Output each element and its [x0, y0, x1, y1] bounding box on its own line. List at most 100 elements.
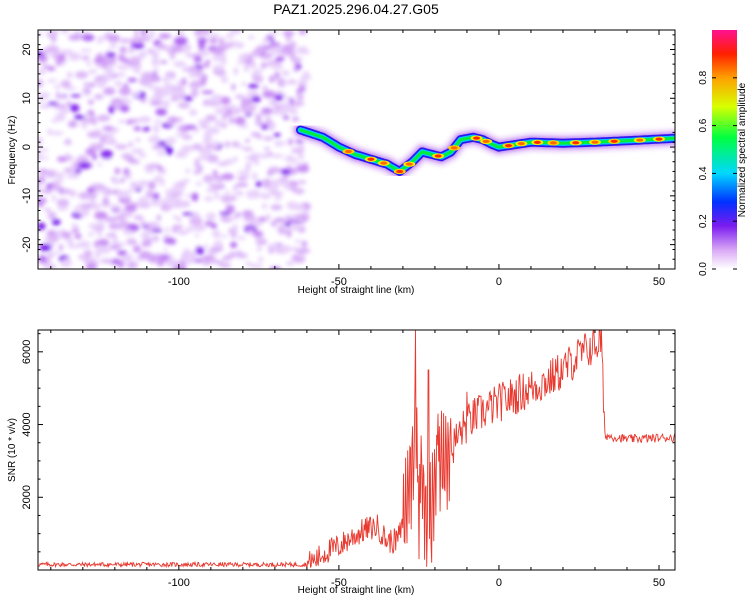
ridge-red-spot: [517, 142, 525, 146]
noise-blob: [230, 241, 238, 248]
x-tick-label: -50: [331, 276, 347, 288]
noise-blob: [81, 203, 93, 210]
noise-blob: [245, 261, 252, 266]
snr-x-label: Height of straight line (km): [298, 585, 415, 596]
noise-blob: [157, 165, 163, 171]
noise-blob: [190, 88, 199, 98]
ridge-red-spot: [636, 138, 644, 142]
noise-blob: [282, 30, 295, 37]
ridge-red-spot: [655, 137, 663, 141]
noise-blob: [221, 42, 234, 49]
noise-blob: [199, 31, 204, 39]
noise-blob: [39, 243, 52, 252]
x-tick-label: -100: [168, 577, 190, 589]
noise-blob: [77, 161, 92, 170]
noise-blob: [288, 138, 294, 146]
noise-blob: [38, 197, 47, 204]
noise-blob: [141, 239, 148, 248]
noise-blob: [133, 244, 140, 248]
noise-blob: [195, 181, 202, 186]
noise-blob: [183, 95, 193, 102]
noise-blob: [151, 144, 165, 150]
noise-blob: [289, 51, 296, 60]
noise-blob: [181, 44, 192, 52]
noise-blob: [168, 199, 181, 209]
noise-blob: [183, 248, 191, 254]
noise-blob: [149, 75, 162, 83]
noise-blob: [70, 167, 76, 175]
noise-blob: [94, 211, 108, 220]
noise-blob: [169, 50, 175, 60]
noise-blob: [255, 118, 263, 127]
noise-blob: [114, 80, 123, 87]
noise-blob: [225, 190, 230, 195]
ridge-red-spot: [591, 140, 599, 144]
noise-blob: [281, 70, 290, 76]
noise-blob: [284, 214, 296, 219]
noise-blob: [262, 85, 268, 91]
noise-blob: [237, 236, 246, 240]
noise-blob: [40, 96, 45, 103]
noise-blob: [114, 167, 121, 175]
noise-blob: [44, 208, 52, 213]
noise-blob: [291, 148, 304, 154]
noise-blob: [131, 91, 141, 97]
x-tick-label: -100: [168, 276, 190, 288]
noise-blob: [182, 255, 194, 264]
noise-blob: [165, 193, 172, 201]
noise-blob: [270, 46, 276, 55]
ridge-red-spot: [344, 149, 352, 154]
noise-blob: [78, 191, 92, 200]
noise-blob: [48, 251, 61, 255]
noise-blob: [259, 153, 268, 159]
noise-blob: [247, 35, 255, 40]
ridge-red-spot: [434, 154, 442, 158]
noise-blob: [198, 155, 210, 161]
noise-blob: [255, 181, 262, 188]
noise-blob: [243, 63, 250, 73]
noise-blob: [234, 116, 246, 125]
x-tick-label: 50: [653, 577, 665, 589]
noise-blob: [296, 88, 301, 95]
noise-blob: [188, 109, 198, 116]
snr-series-line: [38, 330, 675, 570]
noise-blob: [66, 173, 81, 179]
noise-blob: [57, 53, 66, 62]
noise-blob: [117, 260, 125, 269]
noise-blob: [245, 190, 255, 196]
noise-blob: [191, 143, 203, 150]
noise-blob: [167, 74, 173, 81]
noise-blob: [48, 211, 57, 221]
noise-blob: [86, 187, 95, 194]
noise-blob: [38, 175, 46, 184]
noise-blob: [176, 217, 182, 222]
noise-blob: [191, 192, 199, 202]
y-tick-label: 6000: [21, 340, 33, 364]
noise-blob: [122, 97, 129, 102]
noise-blob: [301, 240, 308, 248]
noise-blob: [126, 49, 136, 54]
x-tick-label: 50: [653, 276, 665, 288]
ridge-red-spot: [380, 161, 388, 165]
noise-blob: [170, 96, 178, 102]
noise-blob: [131, 43, 145, 49]
noise-blob: [279, 245, 292, 253]
noise-blob: [41, 64, 50, 69]
noise-blob: [198, 147, 212, 156]
noise-blob: [231, 141, 240, 148]
noise-blob: [280, 168, 292, 175]
noise-blob: [296, 94, 304, 101]
noise-blob: [178, 201, 188, 207]
noise-blob: [290, 223, 301, 232]
noise-blob: [97, 141, 104, 151]
noise-blob: [138, 196, 149, 205]
noise-blob: [157, 261, 165, 267]
noise-blob: [147, 181, 156, 190]
noise-blob: [79, 210, 87, 216]
noise-blob: [128, 56, 141, 65]
noise-blob: [261, 62, 267, 69]
noise-blob: [83, 250, 91, 259]
noise-blob: [148, 97, 161, 101]
noise-blob: [178, 151, 188, 158]
ridge-red-spot: [396, 169, 404, 174]
